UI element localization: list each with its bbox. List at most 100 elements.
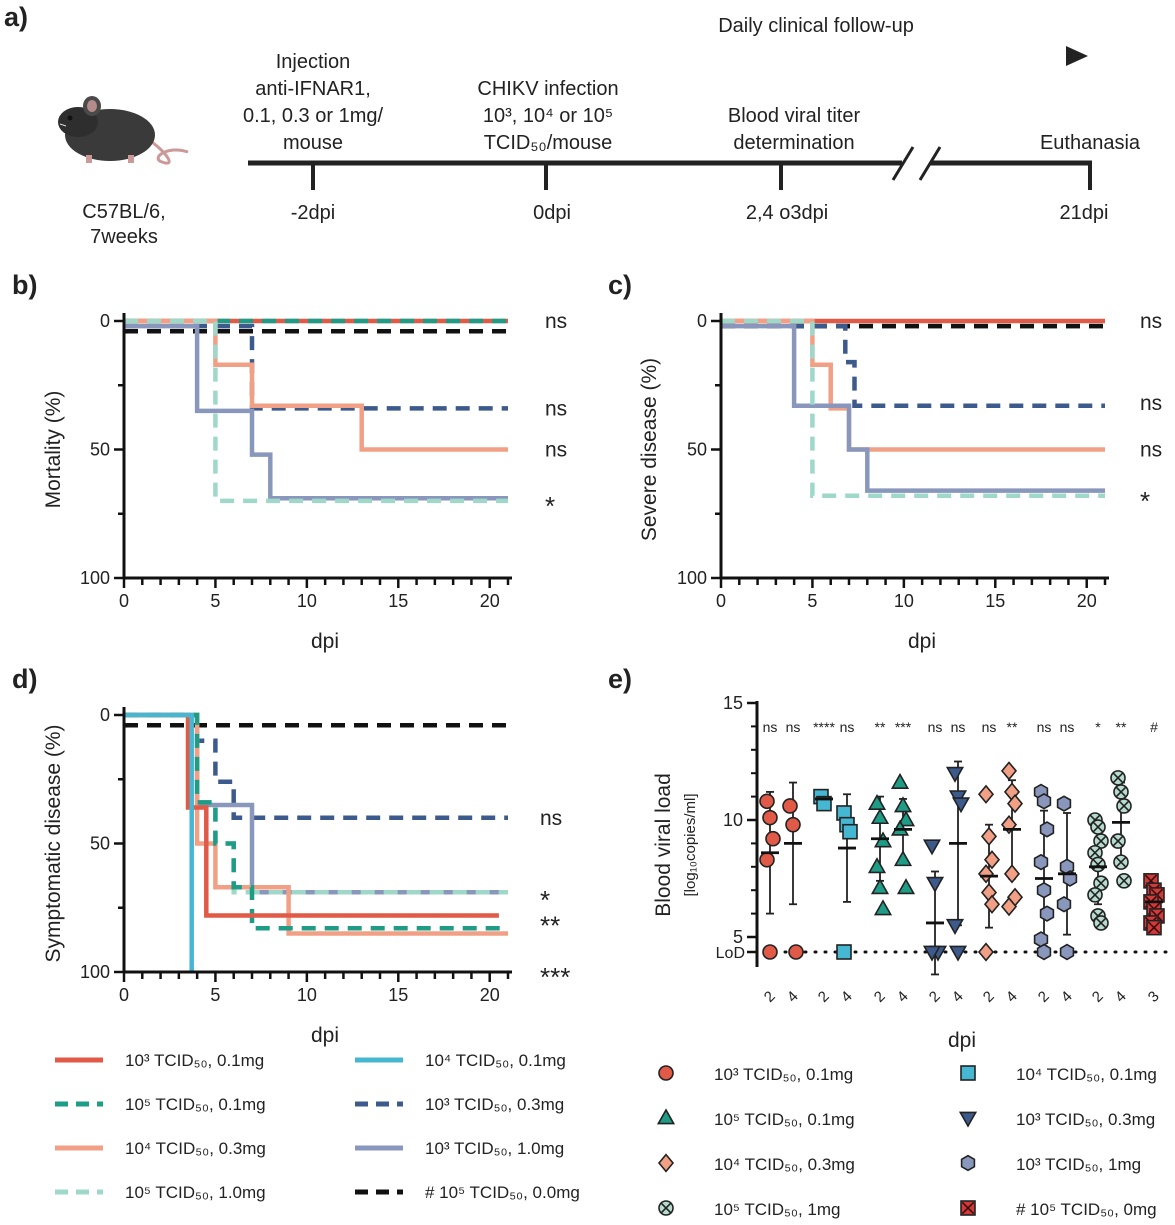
data-point	[836, 944, 852, 960]
data-point	[1116, 798, 1132, 814]
y-tick-label: 0	[697, 311, 707, 331]
marker-cross	[1112, 835, 1124, 847]
significance-label: *	[1140, 486, 1150, 516]
lod-label: LoD	[716, 945, 745, 962]
data-point	[842, 823, 858, 840]
series-line-c_1e3_10	[721, 323, 1105, 493]
marker-cross	[1092, 821, 1104, 833]
chart-mortality: 0 50 100 0 5 10 15 20 dpi Mortality (%) ns ns ns *	[42, 310, 567, 653]
event-label-line: 10³, 10⁴ or 10⁵	[483, 105, 613, 127]
data-point	[1113, 784, 1129, 800]
legend-label: 10³ TCID₅₀, 0.3mg	[425, 1095, 564, 1114]
legend-label: 10⁴ TCID₅₀, 0.3mg	[714, 1155, 855, 1174]
y-tick-label: 50	[687, 440, 707, 460]
significance-label: ns	[763, 719, 778, 735]
data-point	[1039, 821, 1055, 838]
data-point	[977, 784, 995, 804]
data-point	[1087, 887, 1103, 903]
series-line-c_1e5_10	[124, 712, 508, 895]
significance-label: ns	[545, 397, 567, 420]
significance-label: ns	[982, 719, 997, 735]
series-line-c_1e5_10	[124, 318, 508, 504]
x-tick-label: 15	[388, 985, 408, 1005]
data-point	[977, 864, 995, 884]
data-point	[890, 772, 910, 789]
marker-cross	[1089, 847, 1101, 859]
data-point	[1006, 793, 1024, 814]
legend-label: 10³ TCID₅₀, 0.3mg	[1016, 1110, 1155, 1129]
panel-label-a: a)	[4, 2, 28, 32]
data-point	[782, 798, 798, 814]
data-point	[1146, 919, 1162, 936]
x-tick-label: 10	[297, 985, 317, 1005]
data-point	[1056, 895, 1072, 913]
x-tick-label: 4	[838, 988, 856, 1006]
mouse-icon	[58, 96, 189, 165]
y-axis-label: Symptomatic disease (%)	[42, 724, 65, 962]
data-point	[948, 945, 968, 962]
data-point	[1036, 943, 1052, 961]
significance-label: ns	[545, 439, 567, 462]
event-euthanasia: Euthanasia 21dpi	[1040, 132, 1141, 224]
event-label-line: determination	[733, 132, 854, 154]
legend-marker-diamond	[657, 1153, 675, 1173]
data-point	[867, 857, 887, 874]
axis-break-mark-2	[918, 146, 942, 181]
significance-label: ns	[1140, 392, 1162, 415]
legend-label: # 10⁵ TCID₅₀, 0mg	[1016, 1200, 1157, 1219]
data-point	[896, 810, 916, 827]
x-tick-label: 0	[119, 591, 129, 611]
legend-marker-triangle-down	[958, 1111, 978, 1128]
marker-cross	[1095, 877, 1107, 889]
event-titer: Blood viral titer determination 2,4 o3dp…	[728, 105, 861, 224]
panel-label-e: e)	[608, 664, 632, 694]
chart-blood-viral-load: 5 10 15 LoD Blood viral load [log₁₀copies/ml]…	[652, 693, 1168, 1052]
series-line-c_1e5_01	[124, 712, 508, 931]
data-point	[1110, 833, 1126, 849]
x-tick-label: 5	[807, 591, 817, 611]
x-axis-label: dpi	[311, 1024, 339, 1047]
mouse-label-line1: C57BL/6,	[82, 201, 165, 223]
y-axis-sublabel: [log₁₀copies/ml]	[682, 794, 699, 897]
x-tick-label: 20	[480, 985, 500, 1005]
legend-label: 10³ TCID₅₀, 1mg	[1016, 1155, 1141, 1174]
x-tick-label: 2	[815, 988, 833, 1006]
x-tick-label: 10	[894, 591, 914, 611]
chart-symptomatic-disease: 0 50 100 0 5 10 15 20 dpi Symptomatic disease (%)…	[42, 705, 570, 1047]
data-point	[762, 944, 778, 960]
y-axis-label: Severe disease (%)	[638, 358, 661, 541]
data-point	[759, 851, 775, 868]
legend-marker-hexagon	[960, 1154, 976, 1172]
x-tick-label: 2	[926, 988, 944, 1006]
significance-label: *	[1095, 719, 1101, 735]
legend-marker-square	[960, 1065, 976, 1081]
legend-label: 10³ TCID₅₀, 0.1mg	[125, 1051, 264, 1070]
marker-cross	[1118, 875, 1130, 887]
marker-cross	[1118, 800, 1130, 812]
legend-label: # 10⁵ TCID₅₀, 0.0mg	[425, 1183, 580, 1202]
axis-break-mark-1	[891, 146, 915, 181]
event-day: -2dpi	[291, 202, 335, 224]
data-point	[873, 899, 893, 916]
data-point	[893, 850, 913, 867]
data-point	[977, 942, 995, 962]
y-tick-label: 0	[100, 311, 110, 331]
series-line-c_1e3_03	[124, 323, 508, 411]
x-tick-label: 2	[871, 988, 889, 1006]
marker-cross	[1115, 856, 1127, 868]
significance-label: ns	[951, 719, 966, 735]
significance-label: ns	[1060, 719, 1075, 735]
event-label-line: Injection	[276, 51, 351, 73]
y-tick-label: 100	[80, 568, 110, 588]
data-point	[870, 878, 890, 895]
significance-label: *	[545, 491, 555, 521]
data-point	[870, 807, 890, 825]
series-line-c_1e3_10	[124, 323, 508, 501]
y-tick-label: 50	[90, 440, 110, 460]
legend-marker-circle-cross	[658, 1200, 674, 1216]
timeline: C57BL/6, 7weeks Daily clinical follow-up…	[58, 15, 1141, 248]
x-tick-label: 15	[388, 591, 408, 611]
panel-label-b: b)	[12, 270, 37, 300]
data-point	[922, 945, 942, 962]
